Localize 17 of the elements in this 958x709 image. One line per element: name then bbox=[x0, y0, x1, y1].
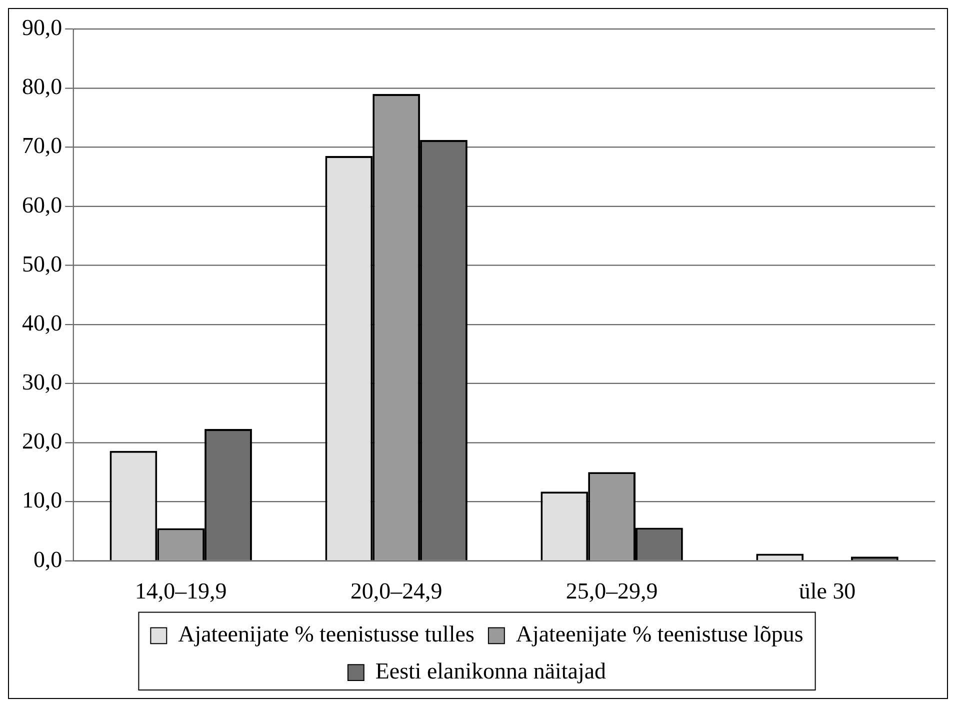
x-tick-label: 20,0–24,9 bbox=[350, 578, 442, 604]
y-tick-label: 80,0 bbox=[22, 74, 62, 100]
x-tick-label: 14,0–19,9 bbox=[134, 578, 227, 604]
legend-label: Ajateenijate % teenistusse tulles bbox=[178, 622, 474, 647]
y-tick-label: 10,0 bbox=[22, 488, 62, 513]
y-tick-label: 0,0 bbox=[33, 546, 62, 572]
y-tick-label: 20,0 bbox=[22, 428, 62, 454]
y-tick-label: 30,0 bbox=[22, 370, 62, 395]
legend-label: Ajateenijate % teenistuse lõpus bbox=[516, 622, 804, 647]
y-tick-label: 90,0 bbox=[22, 14, 62, 40]
y-tick-label: 60,0 bbox=[22, 192, 62, 218]
x-tick-label: 25,0–29,9 bbox=[566, 578, 658, 604]
y-tick-label: 40,0 bbox=[22, 310, 62, 336]
y-tick-label: 70,0 bbox=[22, 133, 62, 158]
y-tick-label: 50,0 bbox=[22, 251, 62, 276]
legend-label: Eesti elanikonna näitajad bbox=[375, 658, 607, 684]
x-tick-label: üle 30 bbox=[798, 578, 856, 604]
